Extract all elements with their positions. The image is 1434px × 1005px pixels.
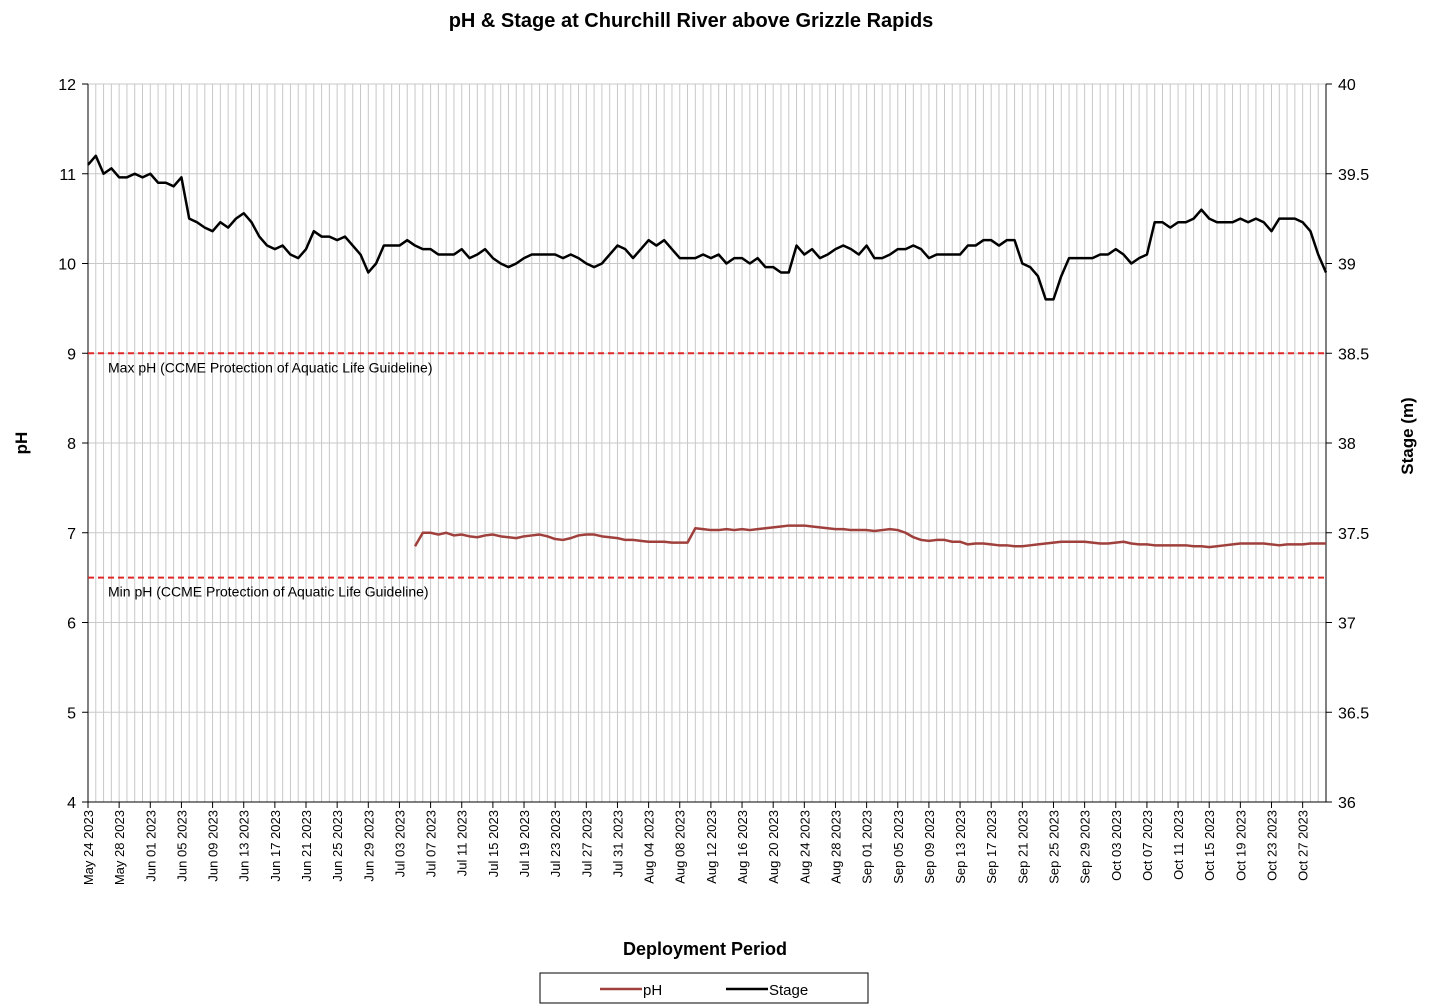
- x-tick-label: May 28 2023: [112, 810, 127, 885]
- x-tick-label: Sep 29 2023: [1078, 810, 1093, 884]
- x-tick-label: Jul 03 2023: [392, 810, 407, 877]
- x-tick-label: Jun 21 2023: [299, 810, 314, 882]
- y2-tick-label: 39: [1338, 257, 1356, 274]
- x-tick-label: Sep 25 2023: [1046, 810, 1061, 884]
- series-line: [413, 524, 1326, 549]
- y2-tick-label: 40: [1338, 77, 1356, 94]
- y-tick-label: 6: [67, 616, 76, 633]
- x-tick-label: Oct 19 2023: [1233, 810, 1248, 881]
- y-tick-label: 9: [67, 346, 76, 363]
- x-tick-label: Aug 28 2023: [828, 810, 843, 884]
- x-tick-label: Sep 05 2023: [891, 810, 906, 884]
- guideline-label: Max pH (CCME Protection of Aquatic Life …: [108, 359, 432, 375]
- x-tick-label: Jun 29 2023: [361, 810, 376, 882]
- x-tick-label: Oct 27 2023: [1296, 810, 1311, 881]
- y-tick-label: 4: [67, 795, 76, 812]
- y-tick-label: 8: [67, 436, 76, 453]
- y2-axis-title: Stage (m): [1398, 397, 1417, 474]
- y-tick-label: 5: [67, 705, 76, 722]
- y2-tick-label: 37.5: [1338, 526, 1369, 543]
- x-tick-label: Sep 21 2023: [1015, 810, 1030, 884]
- legend-label: Stage: [769, 982, 808, 999]
- x-tick-label: Jun 05 2023: [174, 810, 189, 882]
- x-tick-label: Aug 16 2023: [735, 810, 750, 884]
- x-tick-label: Aug 08 2023: [673, 810, 688, 884]
- x-tick-label: Jul 31 2023: [610, 810, 625, 877]
- x-axis-title: Deployment Period: [623, 939, 787, 959]
- x-tick-label: Oct 11 2023: [1171, 810, 1186, 880]
- x-tick-label: Aug 12 2023: [704, 810, 719, 884]
- x-tick-label: May 24 2023: [81, 810, 96, 885]
- x-tick-label: Aug 04 2023: [642, 810, 657, 884]
- x-tick-label: Jul 27 2023: [579, 810, 594, 877]
- x-tick-label: Jul 23 2023: [548, 810, 563, 877]
- y-tick-label: 7: [67, 526, 76, 543]
- legend-label: pH: [643, 982, 662, 999]
- x-tick-label: Sep 01 2023: [860, 810, 875, 884]
- y-axis-title: pH: [12, 432, 31, 455]
- x-tick-label: Sep 09 2023: [922, 810, 937, 884]
- x-tick-label: Jul 07 2023: [424, 810, 439, 877]
- y2-tick-label: 39.5: [1338, 167, 1369, 184]
- x-tick-label: Jul 19 2023: [517, 810, 532, 877]
- legend-box: [539, 972, 869, 1004]
- guideline-label: Min pH (CCME Protection of Aquatic Life …: [108, 584, 429, 600]
- x-tick-label: Jun 09 2023: [206, 810, 221, 882]
- x-tick-label: Jun 01 2023: [143, 810, 158, 882]
- x-tick-label: Jul 11 2023: [455, 810, 470, 876]
- x-tick-label: Jul 15 2023: [486, 810, 501, 877]
- x-tick-label: Oct 07 2023: [1140, 810, 1155, 881]
- x-tick-label: Jun 25 2023: [330, 810, 345, 882]
- chart-title: pH & Stage at Churchill River above Griz…: [449, 10, 934, 32]
- y2-tick-label: 37: [1338, 616, 1356, 633]
- y2-tick-label: 36.5: [1338, 705, 1369, 722]
- x-tick-label: Sep 13 2023: [953, 810, 968, 884]
- x-tick-label: Oct 23 2023: [1264, 810, 1279, 881]
- x-tick-label: Oct 03 2023: [1109, 810, 1124, 881]
- y2-tick-label: 36: [1338, 795, 1356, 812]
- y2-tick-label: 38.5: [1338, 346, 1369, 363]
- y-tick-label: 10: [58, 257, 76, 274]
- x-tick-label: Jun 17 2023: [268, 810, 283, 882]
- y-tick-label: 12: [58, 77, 76, 94]
- x-tick-label: Oct 15 2023: [1202, 810, 1217, 881]
- series-line: [87, 154, 1328, 301]
- x-tick-label: Jun 13 2023: [237, 810, 252, 882]
- y-tick-label: 11: [59, 167, 76, 184]
- x-tick-label: Aug 24 2023: [797, 810, 812, 884]
- y2-tick-label: 38: [1338, 436, 1356, 453]
- x-tick-label: Sep 17 2023: [984, 810, 999, 884]
- x-tick-label: Aug 20 2023: [766, 810, 781, 884]
